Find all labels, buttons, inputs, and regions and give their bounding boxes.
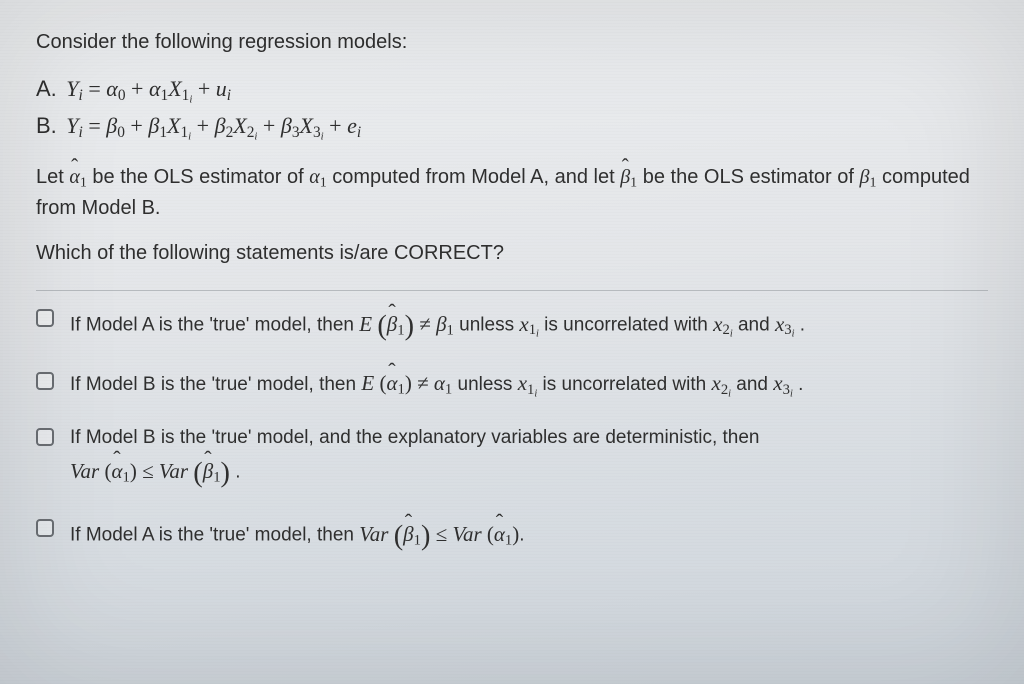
option-checkbox[interactable] (36, 428, 54, 446)
option-row: If Model A is the 'true' model, then Var… (36, 515, 988, 556)
separator (36, 290, 988, 291)
model-b-equation: Yi = β0 + β1X1i + β2X2i + β3X3i + ei (66, 113, 361, 138)
checkbox-wrap (36, 424, 54, 446)
option-text: If Model B is the 'true' model, then E (… (70, 368, 988, 402)
option-text: If Model B is the 'true' model, and the … (70, 424, 988, 493)
model-a-row: A. Yi = α0 + α1X1i + ui (36, 73, 988, 108)
model-a-label: A. (36, 76, 57, 101)
options-list: If Model A is the 'true' model, then E (… (36, 305, 988, 556)
option-checkbox[interactable] (36, 519, 54, 537)
model-b-row: B. Yi = β0 + β1X1i + β2X2i + β3X3i + ei (36, 110, 988, 145)
checkbox-wrap (36, 305, 54, 327)
option-row: If Model A is the 'true' model, then E (… (36, 305, 988, 346)
checkbox-wrap (36, 368, 54, 390)
option-text: If Model A is the 'true' model, then E (… (70, 305, 988, 346)
intro-text: Consider the following regression models… (36, 28, 988, 57)
option-row: If Model B is the 'true' model, then E (… (36, 368, 988, 402)
option-checkbox[interactable] (36, 309, 54, 327)
option-checkbox[interactable] (36, 372, 54, 390)
option-row: If Model B is the 'true' model, and the … (36, 424, 988, 493)
checkbox-wrap (36, 515, 54, 537)
option-text: If Model A is the 'true' model, then Var… (70, 515, 988, 556)
model-equations: A. Yi = α0 + α1X1i + ui B. Yi = β0 + β1X… (36, 73, 988, 145)
model-b-label: B. (36, 113, 57, 138)
question-text: Which of the following statements is/are… (36, 239, 988, 268)
let-paragraph: Let α1 be the OLS estimator of α1 comput… (36, 163, 988, 223)
model-a-equation: Yi = α0 + α1X1i + ui (66, 76, 231, 101)
